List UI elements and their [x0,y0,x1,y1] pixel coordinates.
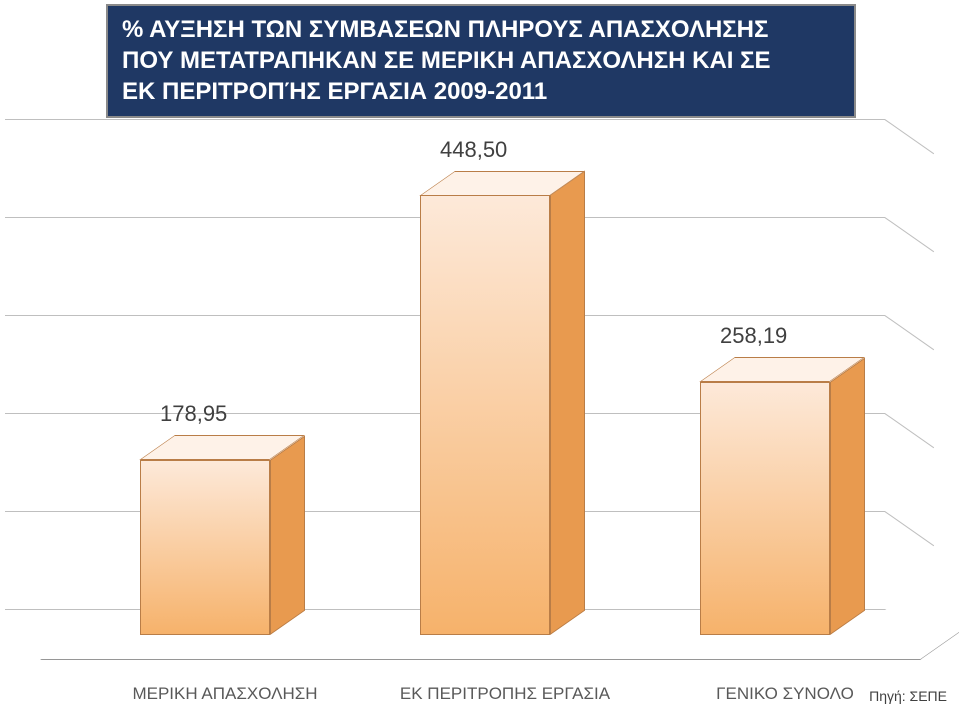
chart-value-label: 448,50 [440,137,507,163]
chart-plot-area: 178,95 448,50 258,19 [40,120,920,660]
chart-value-label: 258,19 [720,323,787,349]
chart-x-label: ΕΚ ΠΕΡΙΤΡΟΠΗΣ ΕΡΓΑΣΙΑ [380,684,630,704]
chart-x-label: ΜΕΡΙΚΗ ΑΠΑΣΧΟΛΗΣΗ [100,684,350,704]
chart-bar-side [830,357,865,635]
chart-bar: 178,95 [140,460,270,635]
chart-title-box: % ΑΥΞΗΣΗ ΤΩΝ ΣΥΜΒΑΣΕΩΝ ΠΛΗΡΟΥΣ ΑΠΑΣΧΟΛΗΣ… [106,4,856,118]
chart-x-axis-labels: ΜΕΡΙΚΗ ΑΠΑΣΧΟΛΗΣΗΕΚ ΠΕΡΙΤΡΟΠΗΣ ΕΡΓΑΣΙΑΓΕ… [40,674,920,704]
chart-title-line1: % ΑΥΞΗΣΗ ΤΩΝ ΣΥΜΒΑΣΕΩΝ ΠΛΗΡΟΥΣ ΑΠΑΣΧΟΛΗΣ… [122,14,840,45]
chart-bar-side [270,435,305,635]
chart-bar-side [550,171,585,635]
chart-bar: 448,50 [420,195,550,635]
chart-bar-front [140,460,270,635]
chart-bars-container: 178,95 448,50 258,19 [40,145,920,635]
chart-bar-front [420,195,550,635]
chart-bar-front [700,382,830,635]
chart-gridline-back [5,119,885,120]
chart-source-label: Πηγή: ΣΕΠΕ [869,688,947,704]
chart-value-label: 178,95 [160,401,227,427]
chart-title-line3: ΕΚ ΠΕΡΙΤΡΟΠΉΣ ΕΡΓΑΣΙΑ 2009-2011 [122,76,840,107]
chart-bar: 258,19 [700,382,830,635]
chart-title-line2: ΠΟΥ ΜΕΤΑΤΡΑΠΗΚΑΝ ΣΕ ΜΕΡΙΚΗ ΑΠΑΣΧΟΛΗΣΗ ΚΑ… [122,45,840,76]
